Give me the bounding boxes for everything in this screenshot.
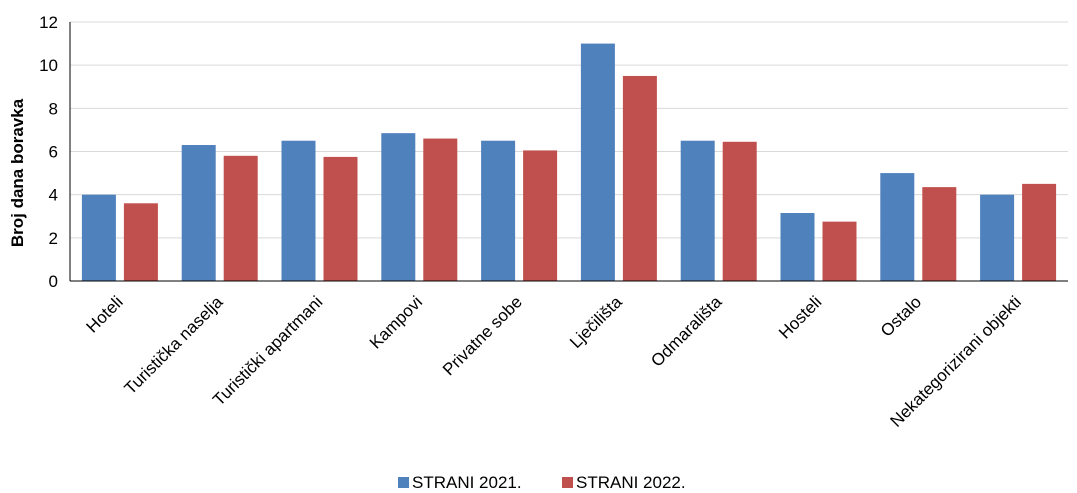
bar-2-1 xyxy=(123,203,158,281)
bar-2-7 xyxy=(722,141,757,281)
bar-2-3 xyxy=(323,156,358,281)
bar-1-9 xyxy=(880,173,915,281)
bar-1-4 xyxy=(381,133,416,281)
x-tick-label: Kampovi xyxy=(366,292,426,352)
bar-2-8 xyxy=(822,221,857,281)
bar-1-1 xyxy=(81,194,116,281)
x-tick-label: Lječilišta xyxy=(566,292,626,352)
y-tick-label: 8 xyxy=(49,99,58,118)
legend-label: STRANI 2022. xyxy=(576,473,686,492)
y-axis-label: Broj dana boravka xyxy=(8,98,27,247)
bar-1-8 xyxy=(780,213,815,281)
y-tick-labels: 0 2 4 6 8 10 12 xyxy=(39,13,58,291)
x-tick-label: Turistička naselja xyxy=(121,292,227,398)
x-tick-label: Ostalo xyxy=(877,292,925,340)
y-tick-label: 0 xyxy=(49,272,58,291)
bar-2-10 xyxy=(1022,183,1057,281)
bar-2-6 xyxy=(622,75,657,281)
bar-1-10 xyxy=(980,194,1015,281)
x-tick-label: Turistički apartmani xyxy=(209,292,326,409)
legend: STRANI 2021. STRANI 2022. xyxy=(398,473,686,492)
y-tick-label: 4 xyxy=(49,186,58,205)
x-tick-label: Hoteli xyxy=(83,292,127,336)
bar-2-4 xyxy=(423,138,458,281)
bar-2-2 xyxy=(223,155,258,281)
bar-1-5 xyxy=(481,140,516,281)
bar-1-2 xyxy=(181,145,216,281)
y-tick-label: 12 xyxy=(39,13,58,32)
x-tick-label: Privatne sobe xyxy=(439,292,526,379)
y-tick-label: 6 xyxy=(49,143,58,162)
legend-swatch xyxy=(562,477,573,488)
legend-swatch xyxy=(398,477,409,488)
bars xyxy=(81,43,1057,282)
x-tick-label: Hosteli xyxy=(775,292,825,342)
bar-1-7 xyxy=(680,140,715,281)
gridlines xyxy=(70,21,1068,239)
y-tick-label: 10 xyxy=(39,56,58,75)
bar-1-3 xyxy=(281,140,316,281)
x-tick-label: Odmarališta xyxy=(647,292,726,371)
bar-1-6 xyxy=(580,43,615,282)
legend-label: STRANI 2021. xyxy=(412,473,522,492)
bar-2-9 xyxy=(922,187,957,281)
y-tick-label: 2 xyxy=(49,229,58,248)
bar-2-5 xyxy=(523,150,558,281)
